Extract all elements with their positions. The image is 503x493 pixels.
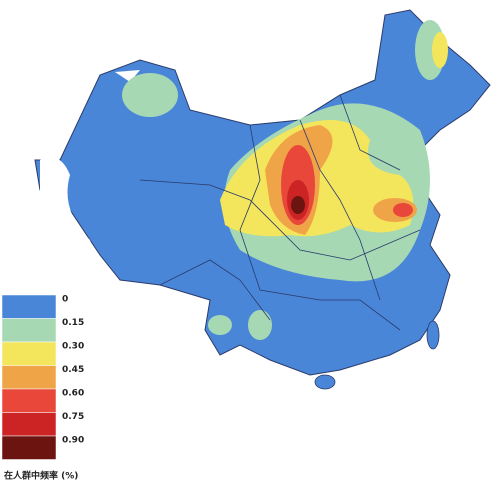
legend-label: 0 [62, 295, 68, 305]
legend-swatch [1, 435, 57, 460]
green-zone [208, 315, 232, 335]
taiwan [426, 320, 440, 350]
legend-label: 0.15 [62, 318, 84, 328]
legend-swatch [1, 412, 57, 437]
legend-label: 0.30 [62, 342, 84, 352]
legend-swatch [1, 388, 57, 413]
legend: 0 0.15 0.30 0.45 0.60 0.75 0.90 [1, 294, 84, 460]
legend-label: 0.45 [62, 365, 84, 375]
legend-label: 0.75 [62, 412, 84, 422]
china-map [34, 9, 491, 390]
legend-label: 0.90 [62, 436, 84, 446]
yellow-zone [432, 32, 448, 68]
legend-swatch [1, 365, 57, 390]
green-zone [122, 73, 178, 117]
legend-label: 0.60 [62, 389, 84, 399]
legend-swatch [1, 341, 57, 366]
legend-swatch [1, 294, 57, 319]
province-borders [139, 94, 421, 331]
legend-swatch [1, 318, 57, 343]
white-region-north [115, 70, 140, 82]
core-zone [291, 196, 305, 214]
white-region [40, 157, 93, 258]
red-zone [393, 203, 413, 217]
green-zone [248, 310, 272, 340]
legend-title: 在人群中频率 (%) [4, 470, 78, 482]
hainan [314, 374, 336, 390]
